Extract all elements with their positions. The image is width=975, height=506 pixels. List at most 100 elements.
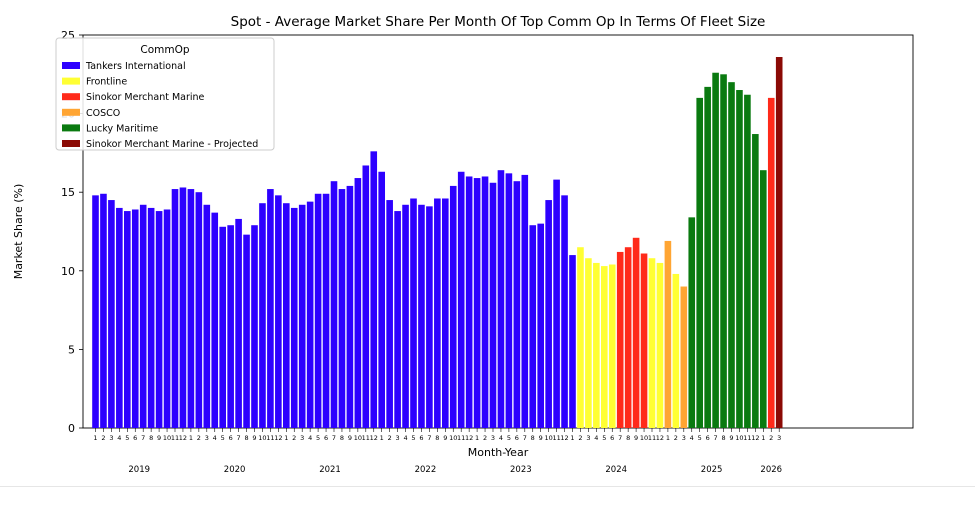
x-tick-label-month: 11 [743,434,751,442]
legend-box [55,37,275,151]
x-tick-label-month: 1 [93,434,97,442]
x-tick-label-month: 9 [348,434,352,442]
bar [243,234,250,428]
x-axis-label: Month-Year [468,446,529,459]
legend-entry-label: Sinokor Merchant Marine [86,92,205,103]
bar [632,237,640,428]
bar [203,204,211,428]
bar [163,209,171,428]
y-tick-label: 10 [61,265,75,278]
bar [767,97,775,428]
bar [267,189,274,428]
x-tick-label-month: 11 [266,434,274,442]
bar [259,203,266,428]
bar [648,258,656,428]
x-tick-label-month: 11 [552,434,560,442]
x-tick-label-month: 12 [274,434,282,442]
legend-swatch [62,140,80,147]
x-tick-label-month: 6 [706,434,710,442]
bar [394,211,401,428]
bar [100,193,107,428]
bar [497,170,505,428]
bar [410,198,417,428]
bar [362,165,370,428]
bar [585,258,592,428]
x-tick-label-month: 4 [690,434,694,442]
bar [601,266,608,428]
x-tick-label-month: 10 [163,434,171,442]
bar [553,179,560,428]
x-tick-label-month: 7 [714,434,718,442]
bar [505,173,513,428]
x-tick-label-month: 12 [560,434,568,442]
legend-swatch [62,124,80,132]
bar [283,203,290,428]
bar [314,193,322,428]
x-tick-label-month: 3 [491,434,495,442]
legend-swatch [62,77,80,85]
bar [616,251,624,428]
x-tick-label-month: 1 [189,434,193,442]
x-tick-label-month: 4 [213,434,217,442]
x-tick-label-month: 1 [284,434,288,442]
y-tick-label: 5 [68,343,75,356]
bar [569,255,576,428]
bar [306,201,314,428]
bar [561,195,568,428]
x-tick-label-month: 10 [354,434,362,442]
x-tick-label-month: 12 [179,434,187,442]
x-tick-label-month: 2 [578,434,582,442]
bar [370,151,378,428]
x-tick-label-month: 4 [403,434,407,442]
bottom-divider [0,486,975,487]
x-tick-label-month: 8 [149,434,153,442]
x-tick-label-month: 5 [411,434,415,442]
x-tick-label-month: 2 [197,434,201,442]
bar [346,185,354,428]
legend-swatch [62,108,80,116]
bar [688,217,696,428]
bar [545,200,552,428]
bar [449,185,457,428]
bar [275,195,282,428]
bar [513,181,521,428]
bar [664,240,672,428]
x-tick-label-month: 12 [751,434,759,442]
x-tick-label-month: 2 [388,434,392,442]
bar [418,204,425,428]
bar [330,181,338,428]
x-tick-label-month: 8 [340,434,344,442]
bar [521,174,529,428]
y-axis-label: Market Share (%) [12,184,25,280]
x-tick-label-month: 6 [133,434,137,442]
legend-entry-label: Lucky Maritime [86,123,158,134]
legend-entry-label: Tankers International [85,61,186,72]
bar [640,253,648,428]
bar [322,193,330,428]
x-year-label: 2021 [319,465,341,475]
bar [290,207,298,428]
bar [593,262,600,428]
bar [775,57,783,429]
x-year-label: 2022 [415,465,437,475]
x-tick-label-month: 10 [735,434,743,442]
x-year-label: 2025 [701,465,723,475]
x-tick-label-month: 3 [682,434,686,442]
x-tick-label-month: 4 [499,434,503,442]
x-tick-label-month: 10 [545,434,553,442]
bar [465,176,473,428]
x-tick-label-month: 5 [221,434,225,442]
bar [235,218,242,428]
x-tick-label-month: 8 [435,434,439,442]
bar [656,262,664,428]
x-tick-label-month: 8 [531,434,535,442]
x-tick-label-month: 7 [427,434,431,442]
bar [108,200,115,428]
x-tick-label-month: 3 [396,434,400,442]
x-tick-label-month: 10 [258,434,266,442]
x-tick-label-month: 1 [380,434,384,442]
x-tick-label-month: 2 [292,434,296,442]
x-year-label: 2020 [224,465,246,475]
x-tick-label-month: 5 [602,434,606,442]
